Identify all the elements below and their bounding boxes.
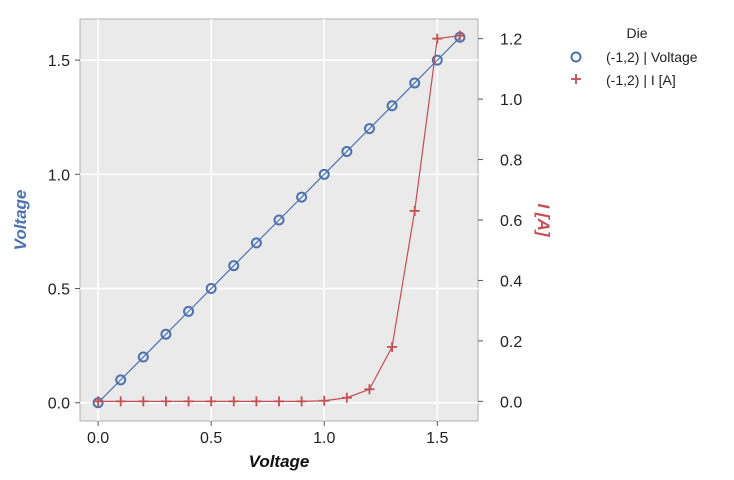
data-point-current bbox=[93, 396, 104, 407]
data-point-current bbox=[387, 341, 398, 352]
data-point-voltage bbox=[363, 123, 375, 135]
data-point-current bbox=[364, 384, 375, 395]
data-point-voltage bbox=[431, 54, 443, 66]
data-point-current bbox=[160, 396, 171, 407]
y-tick-label: 1.5 bbox=[48, 53, 70, 70]
y2-axis-label: I [A] bbox=[534, 203, 553, 237]
series-line-voltage bbox=[97, 36, 461, 404]
x-tick-label: 1.5 bbox=[426, 430, 448, 447]
y2-tick-label: 1.0 bbox=[500, 92, 522, 109]
legend: Die (-1,2) | Voltage (-1,2) | I [A] bbox=[570, 25, 698, 88]
y-tick-label: 1.0 bbox=[48, 167, 70, 184]
data-point-voltage bbox=[205, 283, 217, 295]
data-point-voltage bbox=[318, 168, 330, 180]
y2-tick-label: 0.8 bbox=[500, 153, 522, 170]
series-voltage bbox=[92, 31, 466, 409]
data-point-current bbox=[432, 33, 443, 44]
y2-tick-label: 0.4 bbox=[500, 273, 522, 290]
legend-marker-plus-icon bbox=[571, 74, 581, 84]
y2-tick-label: 0.6 bbox=[500, 213, 522, 230]
data-point-voltage bbox=[160, 328, 172, 340]
y-ticks: 0.0 0.5 1.0 1.5 bbox=[48, 53, 80, 413]
y2-ticks: 0.0 0.2 0.4 0.6 0.8 1.0 1.2 bbox=[478, 32, 522, 411]
y-tick-label: 0.5 bbox=[48, 282, 70, 299]
y2-tick-label: 0.0 bbox=[500, 394, 522, 411]
x-tick-label: 1.0 bbox=[313, 430, 335, 447]
y-axis-label: Voltage bbox=[11, 190, 30, 251]
data-point-voltage bbox=[137, 351, 149, 363]
y2-tick-label: 0.2 bbox=[500, 334, 522, 351]
x-ticks: 0.0 0.5 1.0 1.5 bbox=[87, 421, 449, 447]
data-point-current bbox=[228, 396, 239, 407]
y-tick-label: 0.0 bbox=[48, 396, 70, 413]
data-point-voltage bbox=[115, 374, 127, 386]
data-point-current bbox=[138, 396, 149, 407]
legend-marker-circle-icon bbox=[570, 51, 582, 63]
data-point-voltage bbox=[386, 100, 398, 112]
data-point-current bbox=[454, 30, 465, 41]
data-point-voltage bbox=[273, 214, 285, 226]
x-tick-label: 0.5 bbox=[200, 430, 222, 447]
data-point-current bbox=[296, 396, 307, 407]
data-point-voltage bbox=[250, 237, 262, 249]
data-point-current bbox=[251, 396, 262, 407]
legend-entry-current: (-1,2) | I [A] bbox=[606, 72, 676, 88]
x-tick-label: 0.0 bbox=[87, 430, 109, 447]
data-point-current bbox=[409, 205, 420, 216]
data-point-current bbox=[341, 392, 352, 403]
data-point-voltage bbox=[296, 191, 308, 203]
data-point-voltage bbox=[183, 305, 195, 317]
data-point-voltage bbox=[409, 77, 421, 89]
legend-title: Die bbox=[626, 25, 647, 41]
data-point-current bbox=[183, 396, 194, 407]
data-point-current bbox=[206, 396, 217, 407]
data-point-current bbox=[274, 396, 284, 407]
data-point-voltage bbox=[341, 145, 353, 157]
data-point-current bbox=[115, 396, 126, 407]
data-point-voltage bbox=[228, 260, 240, 272]
data-point-current bbox=[319, 395, 330, 406]
series-current bbox=[93, 30, 465, 407]
y2-tick-label: 1.2 bbox=[500, 32, 522, 49]
x-axis-label: Voltage bbox=[249, 452, 310, 471]
legend-entry-voltage: (-1,2) | Voltage bbox=[606, 49, 698, 65]
